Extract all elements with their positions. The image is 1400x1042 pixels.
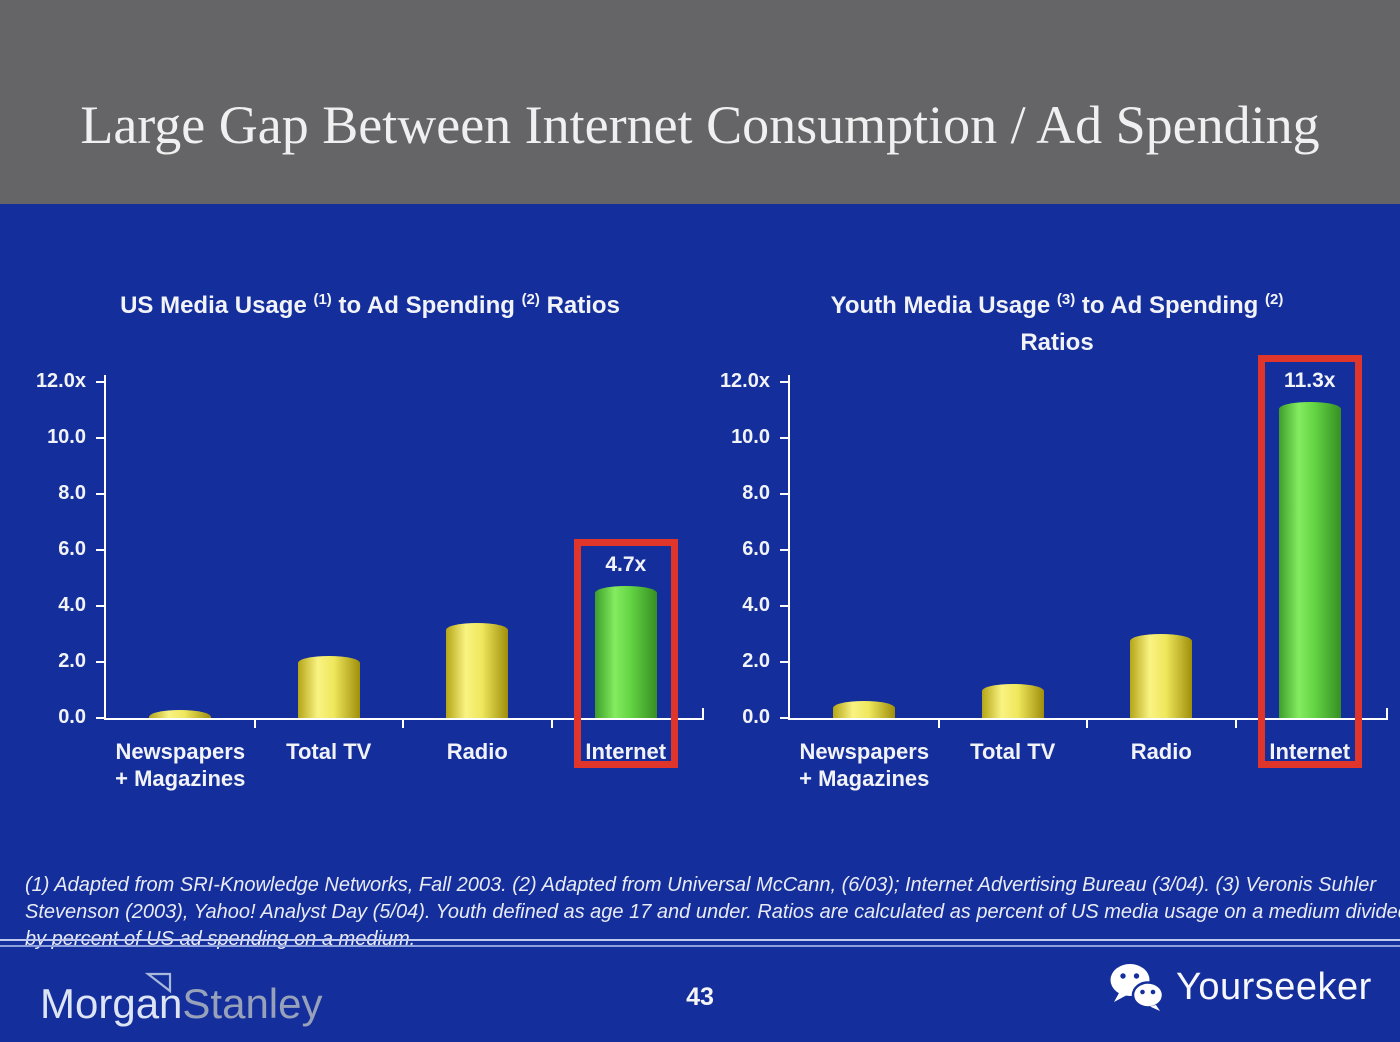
slide-header-band: Large Gap Between Internet Consumption /… (0, 0, 1400, 204)
bar-radio (1130, 634, 1193, 718)
chart-title: US Media Usage (1) to Ad Spending (2) Ra… (120, 291, 620, 319)
footnote-line: (1) Adapted from SRI-Knowledge Networks,… (25, 874, 1376, 896)
youth-media-usage-chart: Youth Media Usage (3) to Ad Spending (2)… (720, 255, 1390, 805)
y-axis-line (104, 375, 106, 720)
x-axis-tick (402, 720, 404, 728)
y-tick-label: 10.0 (47, 426, 86, 448)
chart-title-superscript: (3) (1056, 291, 1076, 308)
bar-total-tv (297, 656, 360, 718)
y-axis-line (788, 375, 790, 720)
y-axis-tick (780, 437, 788, 439)
category-label: Internet (1269, 739, 1351, 764)
category-label: Total TV (286, 739, 372, 764)
category-label: Newspapers + Magazines (115, 739, 246, 791)
footnote-line: Stevenson (2003), Yahoo! Analyst Day (5/… (25, 901, 1400, 923)
x-axis-line (788, 718, 1388, 720)
y-tick-label: 0.0 (58, 706, 86, 728)
x-axis-end-tick (1386, 708, 1388, 718)
chart-title-superscript: (2) (1265, 291, 1284, 308)
x-axis-tick (253, 720, 256, 728)
bar-radio (446, 623, 509, 718)
bar-internet (594, 586, 657, 718)
wechat-icon (1110, 964, 1165, 1011)
y-axis-tick (96, 549, 104, 551)
highlight-box (1257, 355, 1362, 768)
x-axis-line (104, 718, 704, 720)
y-axis-tick (96, 381, 104, 383)
y-axis-tick (96, 661, 104, 663)
y-axis-tick (96, 717, 104, 719)
y-axis-tick (780, 717, 788, 719)
y-tick-label: 12.0x (719, 370, 770, 392)
bar-internet (1278, 402, 1341, 718)
y-tick-label: 4.0 (58, 594, 86, 616)
y-tick-label: 10.0 (731, 426, 770, 448)
watermark: Yourseeker (1108, 958, 1372, 1016)
highlight-box (573, 539, 678, 768)
brand-text-morgan: Morgan (40, 980, 183, 1027)
page-number: 43 (686, 983, 714, 1011)
y-tick-label: 2.0 (742, 650, 770, 672)
morgan-stanley-flag-icon (144, 972, 172, 994)
footer-separator-line (0, 939, 1400, 947)
bar-total-tv (981, 684, 1044, 718)
y-axis-tick (780, 661, 788, 663)
y-tick-label: 6.0 (58, 538, 86, 560)
y-axis-tick (780, 605, 788, 607)
y-axis-tick (96, 605, 104, 607)
x-axis-end-tick (702, 708, 704, 718)
x-axis-tick (937, 720, 940, 728)
y-tick-label: 8.0 (58, 482, 86, 504)
category-label: Newspapers + Magazines (799, 739, 930, 791)
brand-text-stanley: Stanley (182, 980, 323, 1027)
chart-title: Youth Media Usage (3) to Ad Spending (2)… (830, 291, 1284, 356)
y-axis-tick (780, 493, 788, 495)
y-tick-label: 12.0x (35, 370, 86, 392)
x-axis-tick (1234, 720, 1237, 728)
bar-newspapers (833, 701, 896, 718)
y-axis-tick (780, 381, 788, 383)
morgan-stanley-logo: MorganStanley (40, 972, 323, 1032)
us-media-usage-chart: US Media Usage (1) to Ad Spending (2) Ra… (36, 255, 704, 805)
bar-value-label: 11.3x (1284, 369, 1336, 392)
x-axis-tick (1086, 720, 1088, 728)
y-axis-tick (96, 437, 104, 439)
chart-title-superscript: (2) (521, 291, 540, 308)
chart-title-superscript: (1) (313, 291, 332, 308)
y-tick-label: 6.0 (742, 538, 770, 560)
y-tick-label: 8.0 (742, 482, 770, 504)
category-label: Radio (446, 739, 508, 764)
bar-value-label: 4.7x (605, 553, 647, 576)
bar-newspapers (149, 710, 212, 718)
category-label: Total TV (970, 739, 1056, 764)
y-axis-tick (96, 493, 104, 495)
y-axis-tick (780, 549, 788, 551)
category-label: Radio (1130, 739, 1192, 764)
y-tick-label: 0.0 (742, 706, 770, 728)
footnote: (1) Adapted from SRI-Knowledge Networks,… (25, 872, 1400, 953)
y-tick-label: 4.0 (742, 594, 770, 616)
x-axis-tick (550, 720, 553, 728)
watermark-label: Yourseeker (1176, 965, 1372, 1008)
slide-title: Large Gap Between Internet Consumption /… (80, 95, 1320, 155)
y-tick-label: 2.0 (58, 650, 86, 672)
category-label: Internet (585, 739, 667, 764)
